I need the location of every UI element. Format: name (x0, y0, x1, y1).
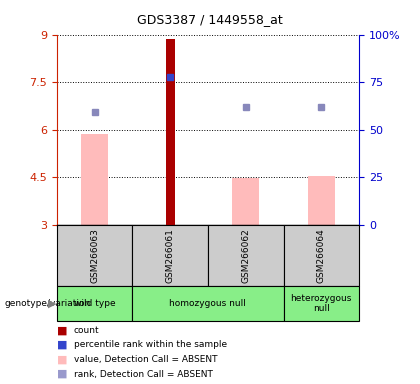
Bar (233, 178, 259, 225)
Bar (208, 225, 284, 286)
Bar (57, 225, 132, 286)
Text: genotype/variation: genotype/variation (4, 299, 90, 308)
Text: GDS3387 / 1449558_at: GDS3387 / 1449558_at (137, 13, 283, 26)
Text: ▶: ▶ (48, 298, 56, 308)
Text: ■: ■ (57, 354, 67, 364)
Text: ■: ■ (57, 325, 67, 335)
Text: ■: ■ (57, 340, 67, 350)
Bar (284, 225, 359, 286)
Text: rank, Detection Call = ABSENT: rank, Detection Call = ABSENT (74, 369, 213, 379)
Text: percentile rank within the sample: percentile rank within the sample (74, 340, 227, 349)
Bar (165, 39, 175, 225)
Bar (132, 286, 284, 321)
Bar (308, 177, 335, 225)
Text: count: count (74, 326, 99, 335)
Text: GSM266064: GSM266064 (317, 228, 326, 283)
Text: GSM266062: GSM266062 (241, 228, 250, 283)
Text: value, Detection Call = ABSENT: value, Detection Call = ABSENT (74, 355, 217, 364)
Bar (57, 286, 132, 321)
Bar (81, 134, 108, 225)
Bar (284, 286, 359, 321)
Text: wild type: wild type (74, 299, 116, 308)
Bar (132, 225, 208, 286)
Text: heterozygous
null: heterozygous null (291, 294, 352, 313)
Text: GSM266061: GSM266061 (165, 228, 175, 283)
Text: homozygous null: homozygous null (169, 299, 247, 308)
Text: GSM266063: GSM266063 (90, 228, 99, 283)
Text: ■: ■ (57, 369, 67, 379)
